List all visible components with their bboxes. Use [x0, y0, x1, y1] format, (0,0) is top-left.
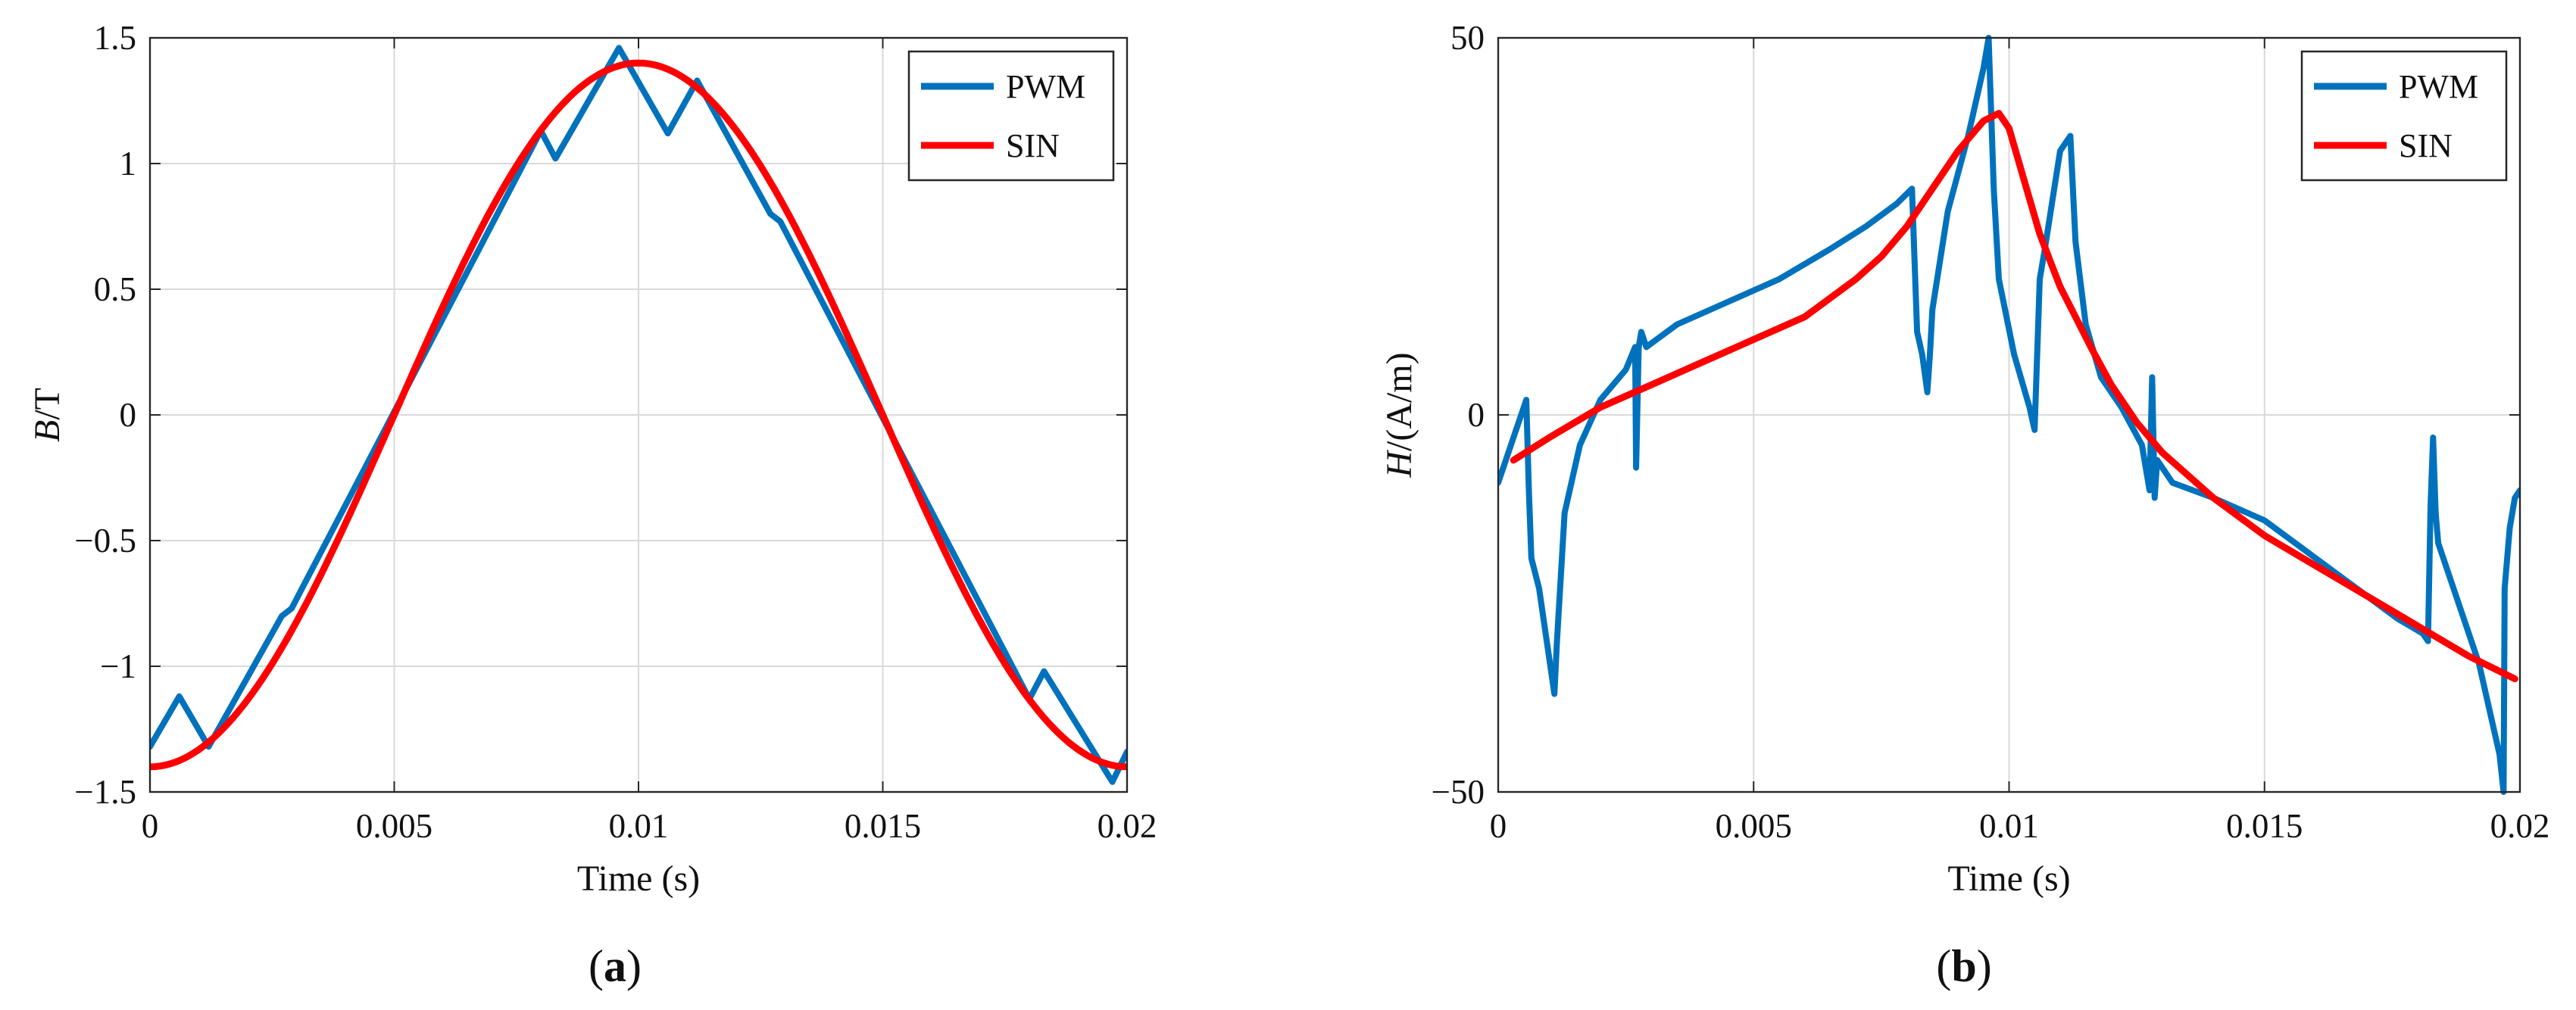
series-line-pwm-b — [1498, 35, 2520, 795]
panel-label-close-a: ) — [626, 941, 642, 991]
x-tick-label-a-1: 0.005 — [356, 807, 432, 845]
x-tick-label-b-4: 0.02 — [2490, 807, 2550, 845]
y-tick-label-a-5: −1 — [100, 647, 136, 685]
x-axis-label-b: Time (s) — [1947, 859, 2070, 899]
panel-label-open-b: ( — [1936, 941, 1951, 991]
series-line-sin-a — [150, 59, 1127, 771]
y-tick-label-b-1: 0 — [1468, 396, 1485, 434]
y-tick-label-a-4: −0.5 — [74, 522, 136, 560]
x-tick-label-b-0: 0 — [1490, 807, 1507, 845]
y-axis-label-a: B/T — [27, 388, 67, 442]
y-axis-label-unit-b: /(A/m) — [1379, 352, 1419, 451]
panel-label-a: (a) — [589, 941, 642, 991]
legend-b: PWM SIN — [2300, 50, 2508, 182]
x-tick-label-a-4: 0.02 — [1098, 807, 1157, 845]
y-tick-label-a-6: −1.5 — [74, 773, 136, 811]
panel-label-open-a: ( — [589, 941, 604, 991]
series-line-pwm-a — [150, 45, 1127, 785]
legend-label-pwm-b: PWM — [2399, 68, 2478, 105]
y-axis-label-unit-a: /T — [27, 388, 67, 420]
legend-a: PWM SIN — [907, 50, 1115, 182]
x-tick-label-a-2: 0.01 — [609, 807, 669, 845]
y-axis-label-symbol-b: H — [1379, 450, 1419, 479]
y-axis-label-b: H/(A/m) — [1379, 352, 1419, 478]
legend-label-pwm-a: PWM — [1006, 68, 1085, 105]
y-tick-label-a-3: 0 — [120, 396, 137, 434]
x-tick-label-b-1: 0.005 — [1716, 807, 1792, 845]
x-tick-label-b-3: 0.015 — [2226, 807, 2303, 845]
legend-label-sin-b: SIN — [2399, 127, 2453, 164]
legend-box-a — [907, 50, 1115, 182]
x-tick-label-a-0: 0 — [142, 807, 159, 845]
series-line-sin-b — [1510, 110, 2518, 683]
legend-label-sin-a: SIN — [1006, 127, 1060, 164]
chart-panel-a: 0 0.005 0.01 0.015 0.02 1.5 1 0.5 0 −0.5 −1 −1.5 Tim… — [27, 19, 1157, 991]
panel-label-b: (b) — [1936, 941, 1991, 991]
y-tick-label-b-2: −50 — [1432, 773, 1485, 811]
y-tick-label-a-2: 0.5 — [94, 270, 136, 308]
y-tick-label-a-1: 1 — [120, 145, 137, 182]
y-axis-label-symbol-a: B — [27, 420, 67, 442]
panel-label-letter-b: b — [1951, 941, 1976, 991]
x-tick-label-a-3: 0.015 — [845, 807, 921, 845]
x-tick-label-b-2: 0.01 — [1979, 807, 2039, 845]
legend-box-b — [2300, 50, 2508, 182]
y-tick-label-a-0: 1.5 — [94, 19, 136, 57]
panel-label-close-b: ) — [1977, 941, 1992, 991]
panel-label-letter-a: a — [604, 941, 626, 991]
x-axis-label-a: Time (s) — [577, 859, 700, 899]
y-tick-label-b-0: 50 — [1450, 19, 1485, 57]
